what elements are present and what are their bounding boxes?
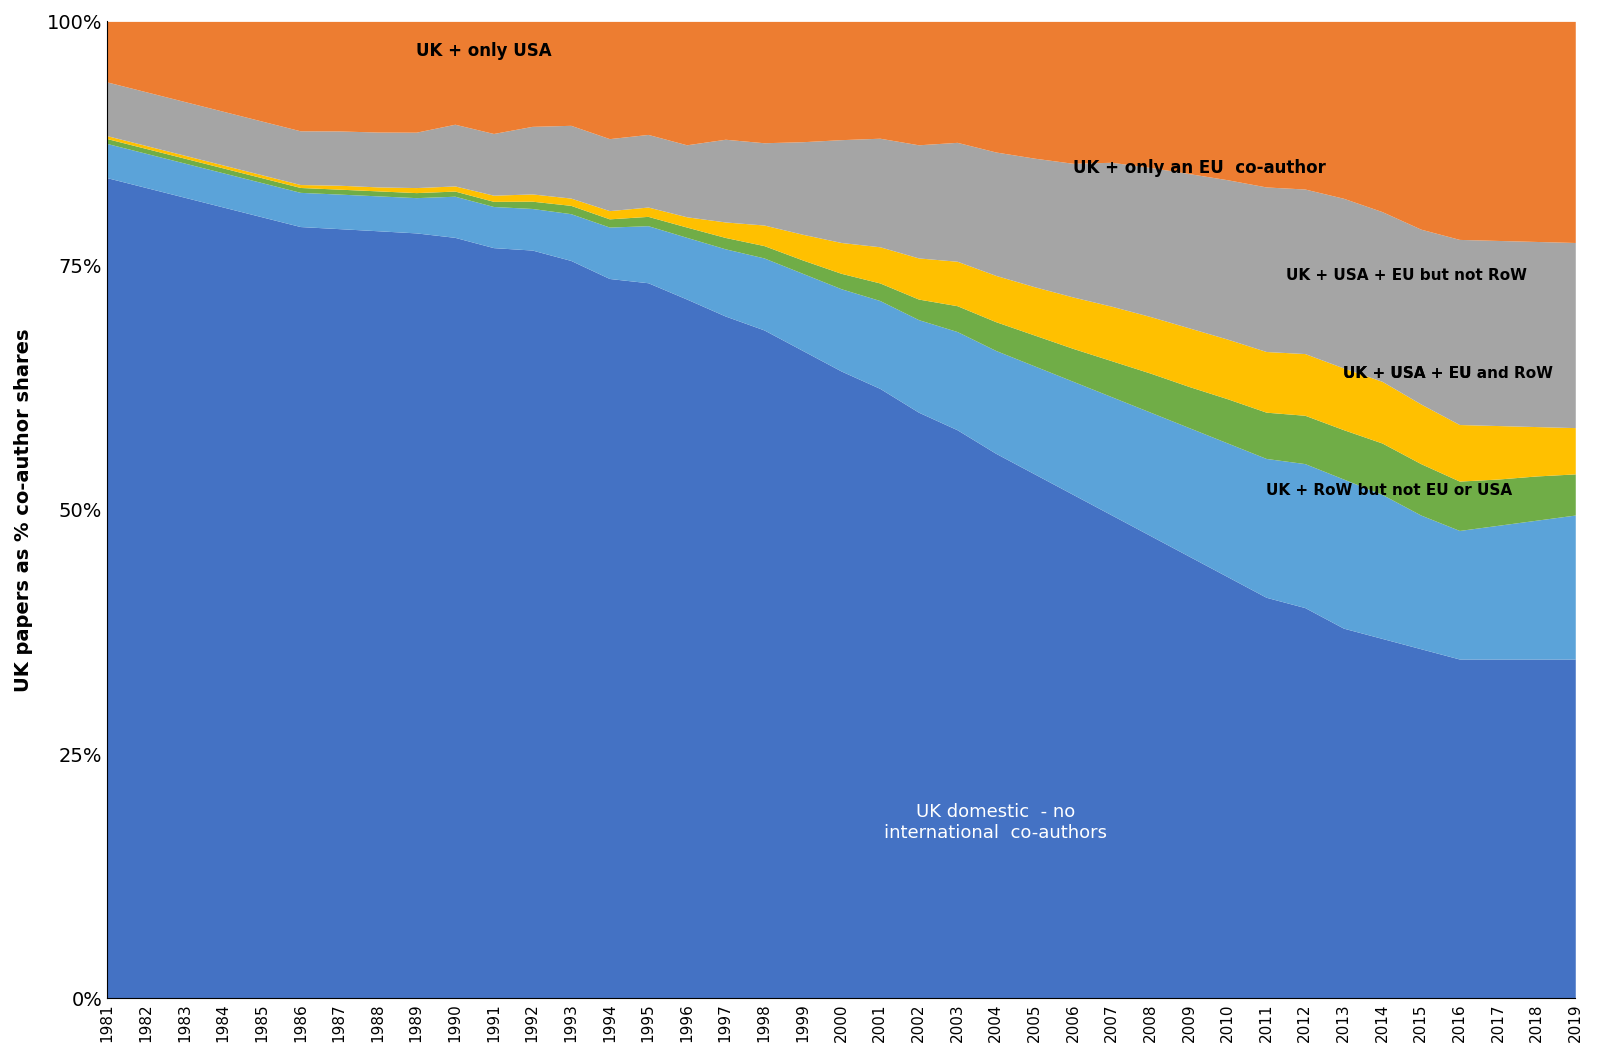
Y-axis label: UK papers as % co-author shares: UK papers as % co-author shares <box>14 328 34 692</box>
Text: UK + USA + EU and RoW: UK + USA + EU and RoW <box>1343 365 1553 380</box>
Text: UK + only USA: UK + only USA <box>417 41 551 60</box>
Text: UK + USA + EU: UK + USA + EU <box>1343 365 1478 380</box>
Text: UK + only an EU  co-author: UK + only an EU co-author <box>1072 159 1326 177</box>
Text: UK + USA + EU but not RoW: UK + USA + EU but not RoW <box>1286 268 1526 283</box>
Text: UK + RoW but not EU or USA: UK + RoW but not EU or USA <box>1266 483 1512 497</box>
Text: UK domestic  - no
international  co-authors: UK domestic - no international co-author… <box>885 804 1108 842</box>
